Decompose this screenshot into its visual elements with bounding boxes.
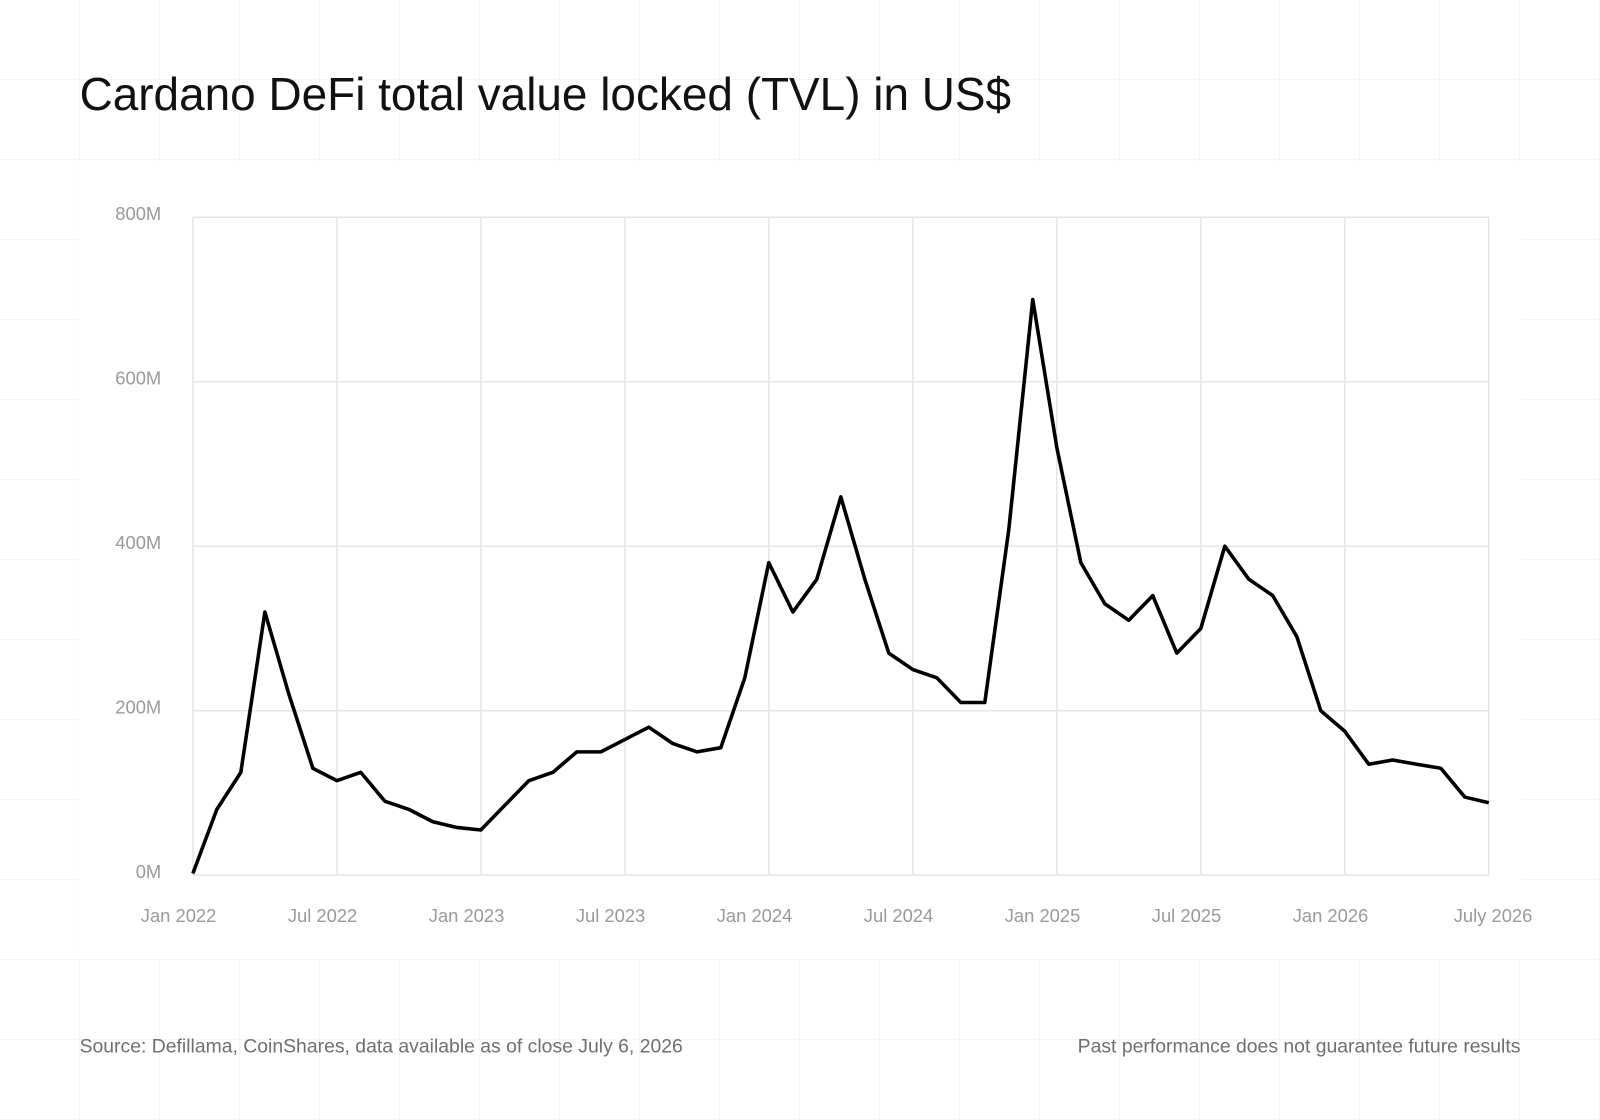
x-tick-label: Jan 2023 [429, 905, 505, 926]
y-tick-label: 200M [115, 697, 161, 718]
x-tick-label: July 2026 [1454, 905, 1533, 926]
plot-area: 0M 200M 400M 600M 800M Jan 2022 Jul 2022 Jan 20… [115, 203, 1532, 926]
y-tick-label: 800M [115, 203, 161, 224]
x-tick-label: Jan 2025 [1005, 905, 1081, 926]
x-tick-label: Jul 2024 [864, 905, 933, 926]
y-tick-label: 0M [136, 861, 162, 882]
disclaimer: Past performance does not guarantee futu… [1078, 1036, 1521, 1058]
x-tick-label: Jan 2026 [1293, 905, 1369, 926]
data-line [191, 297, 1490, 875]
chart-panel [79, 160, 1521, 959]
x-tick-label: Jan 2024 [717, 905, 793, 926]
x-tick-label: Jan 2022 [141, 905, 217, 926]
x-tick-label: Jul 2025 [1152, 905, 1221, 926]
x-tick-label: Jul 2023 [576, 905, 645, 926]
chart-title: Cardano DeFi total value locked (TVL) in… [80, 68, 1011, 120]
source-note: Source: Defillama, CoinShares, data avai… [80, 1036, 683, 1058]
y-tick-label: 400M [115, 532, 161, 553]
x-tick-label: Jul 2022 [288, 905, 357, 926]
y-tick-label: 600M [115, 368, 161, 389]
